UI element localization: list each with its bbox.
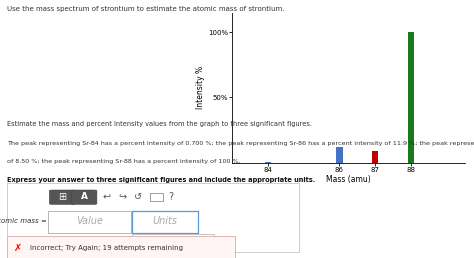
FancyBboxPatch shape <box>132 211 198 233</box>
Text: ↺: ↺ <box>134 192 142 202</box>
Text: atomic mass =: atomic mass = <box>0 219 46 224</box>
FancyBboxPatch shape <box>132 235 214 245</box>
Bar <box>336 147 343 163</box>
Text: ↪: ↪ <box>118 192 126 202</box>
Text: ✗: ✗ <box>14 243 22 253</box>
Text: of 8.50 %; the peak representing Sr-88 has a percent intensity of 100 %.: of 8.50 %; the peak representing Sr-88 h… <box>7 159 241 164</box>
FancyBboxPatch shape <box>7 239 46 251</box>
Text: ?: ? <box>168 192 173 202</box>
Text: Express your answer to three significant figures and include the appropriate uni: Express your answer to three significant… <box>7 177 315 183</box>
Text: Submit: Submit <box>13 242 41 248</box>
Bar <box>265 162 271 163</box>
FancyBboxPatch shape <box>71 190 97 204</box>
Bar <box>408 33 414 163</box>
X-axis label: Mass (amu): Mass (amu) <box>326 175 371 184</box>
Y-axis label: Intensity %: Intensity % <box>196 66 205 109</box>
Text: Units input for part A: Units input for part A <box>143 237 204 243</box>
Bar <box>372 151 378 163</box>
Text: Incorrect; Try Again; 19 attempts remaining: Incorrect; Try Again; 19 attempts remain… <box>30 245 183 251</box>
Bar <box>150 194 163 201</box>
FancyBboxPatch shape <box>48 211 131 233</box>
Text: Request Answer: Request Answer <box>112 243 163 248</box>
Text: The peak representing Sr-84 has a percent intensity of 0.700 %; the peak represe: The peak representing Sr-84 has a percen… <box>7 141 474 146</box>
Text: Use the mass spectrum of strontium to estimate the atomic mass of strontium.: Use the mass spectrum of strontium to es… <box>7 6 284 12</box>
Text: ⊞: ⊞ <box>58 192 66 202</box>
Text: ↩: ↩ <box>102 192 110 202</box>
Text: Units: Units <box>153 216 178 227</box>
Text: Previous Answers: Previous Answers <box>47 243 102 248</box>
FancyBboxPatch shape <box>49 190 75 204</box>
Text: Value: Value <box>76 216 103 227</box>
Text: A: A <box>81 192 88 201</box>
Text: Estimate the mass and percent intensity values from the graph to three significa: Estimate the mass and percent intensity … <box>7 121 312 127</box>
